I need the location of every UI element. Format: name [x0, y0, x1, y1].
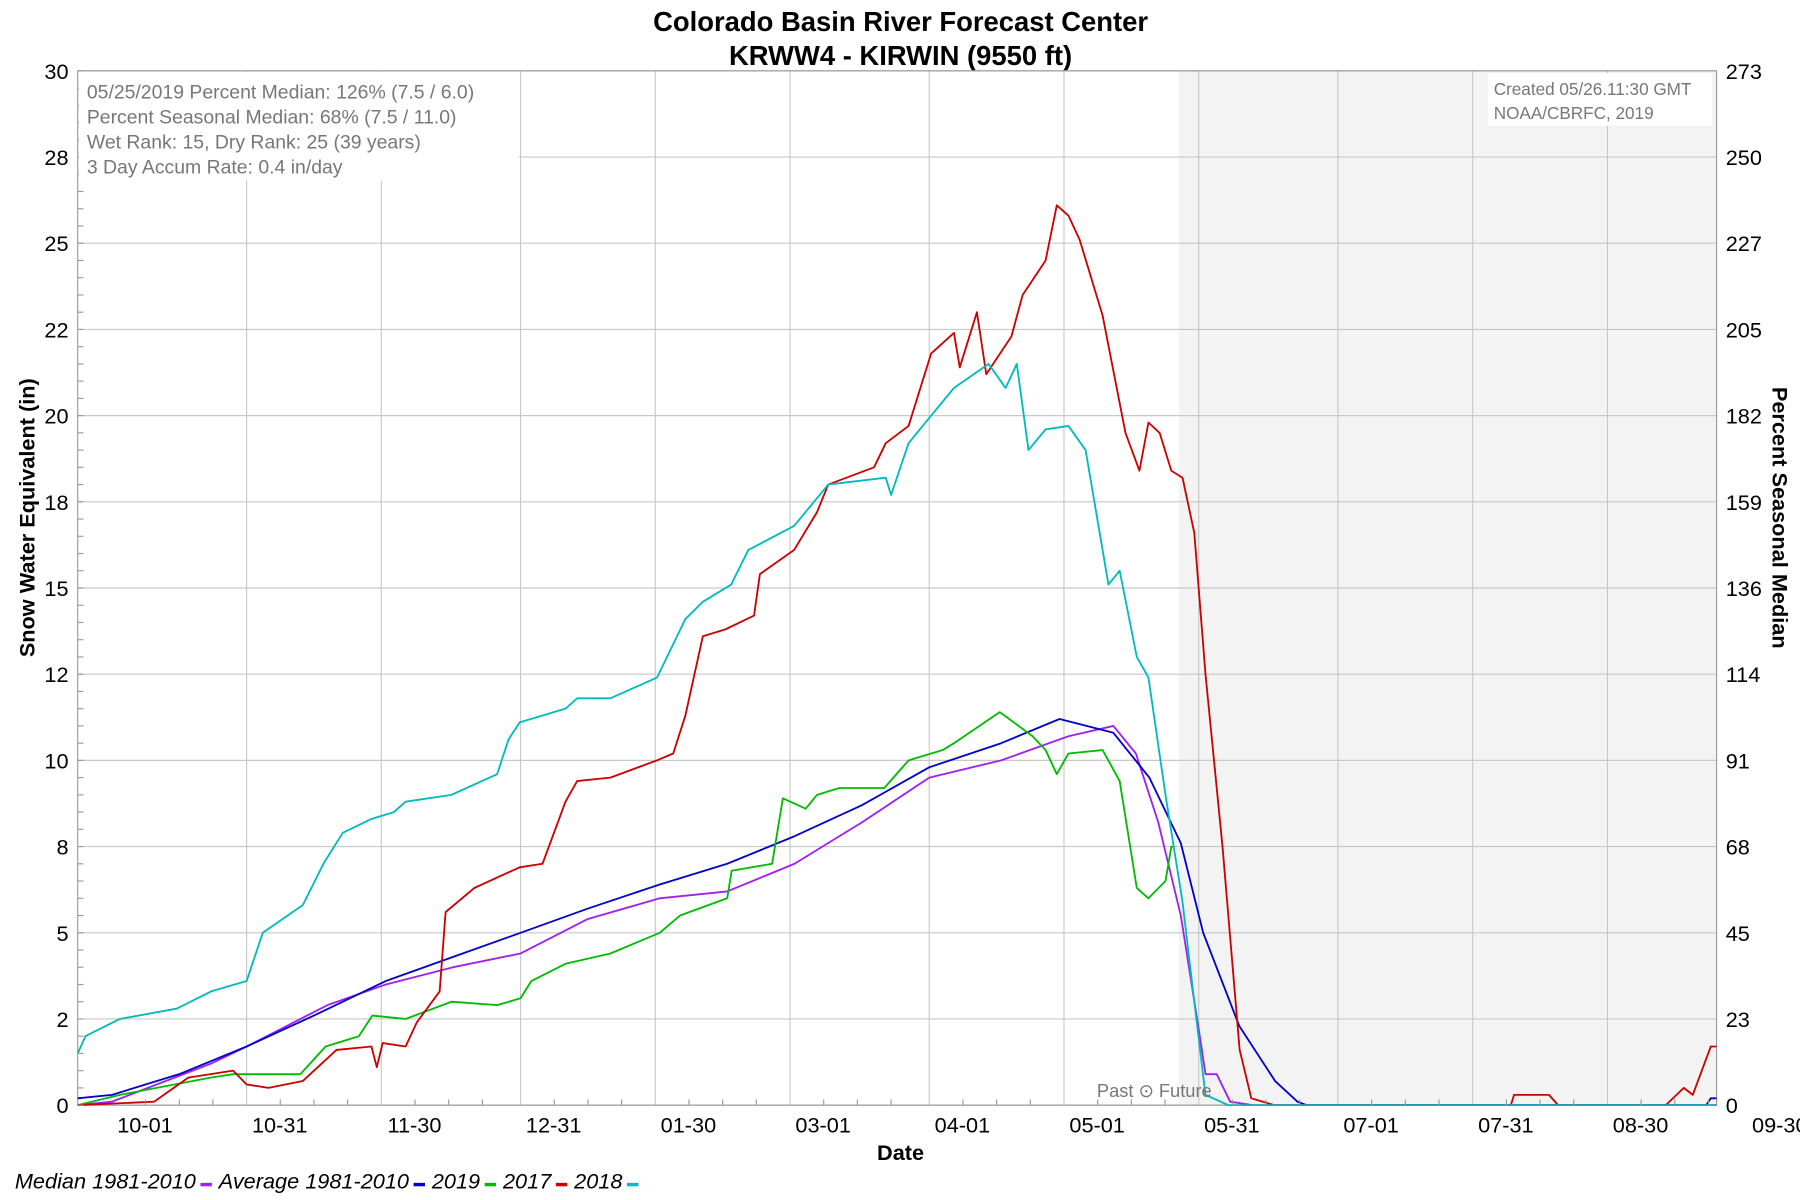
x-axis-label: Date [877, 1140, 924, 1165]
y-tick-label: 22 [44, 317, 68, 342]
x-tick-label: 12-31 [526, 1113, 582, 1138]
x-tick-label: 09-30 [1752, 1113, 1800, 1138]
x-tick-label: 05-01 [1069, 1113, 1125, 1138]
legend-swatch [484, 1182, 497, 1187]
info-box: 05/25/2019 Percent Median: 126% (7.5 / 6… [78, 72, 519, 181]
y-tick-label: 30 [44, 59, 68, 84]
info-line: Percent Seasonal Median: 68% (7.5 / 11.0… [87, 106, 457, 128]
credit-line: NOAA/CBRFC, 2019 [1494, 103, 1654, 123]
x-tick-label: 10-01 [117, 1113, 173, 1138]
x-tick-label: 10-31 [252, 1113, 308, 1138]
y-tick-label: 20 [44, 404, 68, 429]
x-tick-label: 05-31 [1204, 1113, 1260, 1138]
x-tick-label: 08-30 [1613, 1113, 1669, 1138]
y-tick-label: 5 [56, 921, 68, 946]
series-line-2017 [77, 204, 1717, 1107]
y2-tick-label: 205 [1726, 317, 1762, 342]
legend-swatch [413, 1182, 425, 1187]
x-tick-label: 03-01 [795, 1113, 851, 1138]
y2-tick-label: 114 [1726, 662, 1761, 687]
y2-tick-label: 182 [1726, 404, 1762, 429]
y-tick-label: 18 [44, 490, 68, 515]
x-tick-label: 07-01 [1343, 1113, 1399, 1138]
series-line-2018 [76, 362, 1717, 1107]
gridlines [77, 70, 1717, 1106]
y2-tick-label: 136 [1726, 576, 1762, 601]
y2-tick-label: 250 [1726, 145, 1762, 170]
chart-subtitle: KRWW4 - KIRWIN (9550 ft) [729, 40, 1072, 71]
y-axis-label: Snow Water Equivalent (in) [14, 378, 39, 657]
y-tick-label: 12 [44, 662, 68, 687]
y-tick-label: 2 [56, 1007, 68, 1032]
legend-label: Median 1981-2010 [15, 1169, 196, 1194]
series-line-median-1981-2010 [77, 725, 1717, 1107]
y2-tick-label: 0 [1726, 1093, 1738, 1118]
credit-line: Created 05/26.11:30 GMT [1494, 79, 1692, 99]
chart-title: Colorado Basin River Forecast Center [653, 6, 1148, 37]
x-tick-label: 07-31 [1478, 1113, 1534, 1138]
y-tick-label: 15 [44, 576, 68, 601]
info-line: 05/25/2019 Percent Median: 126% (7.5 / 6… [87, 81, 474, 103]
past-future-label: Past ⊙ Future [1097, 1080, 1212, 1101]
y-tick-label: 0 [56, 1093, 68, 1118]
info-line: 3 Day Accum Rate: 0.4 in/day [87, 157, 343, 179]
series-line-2019 [77, 711, 1175, 1107]
y2-tick-label: 68 [1726, 835, 1750, 860]
y-tick-label: 8 [56, 835, 68, 860]
legend-label: 2019 [431, 1169, 480, 1194]
legend-swatch [200, 1182, 212, 1187]
y2-tick-label: 23 [1726, 1007, 1750, 1032]
y2-tick-label: 91 [1726, 748, 1750, 773]
y-tick-label: 28 [44, 145, 68, 170]
x-tick-label: 04-01 [935, 1113, 991, 1138]
credit-box: Created 05/26.11:30 GMT NOAA/CBRFC, 2019 [1488, 73, 1712, 126]
y-tick-label: 25 [44, 231, 68, 256]
y2-tick-label: 227 [1726, 231, 1762, 256]
y2-tick-label: 45 [1726, 921, 1750, 946]
legend-label: 2017 [502, 1169, 552, 1194]
legend-label: Average 1981-2010 [217, 1169, 409, 1194]
legend-label: 2018 [573, 1169, 622, 1194]
y2-axis-label: Percent Seasonal Median [1768, 387, 1793, 649]
y2-tick-label: 159 [1726, 490, 1762, 515]
x-tick-label: 01-30 [661, 1113, 717, 1138]
info-line: Wet Rank: 15, Dry Rank: 25 (39 years) [87, 132, 421, 154]
x-tick-label: 11-30 [388, 1113, 442, 1138]
axes: 0 0 2 23 5 45 8 68 10 91 12 114 15 136 18 159 20 182 22 205… [44, 59, 1800, 1138]
legend: Median 1981-2010 Average 1981-2010 2019 201… [15, 1169, 639, 1194]
y-tick-label: 10 [44, 748, 68, 773]
y2-tick-label: 273 [1726, 59, 1762, 84]
series-line-average-1981-2010 [77, 718, 1717, 1107]
legend-swatch [626, 1182, 639, 1187]
legend-swatch [555, 1182, 568, 1187]
series-lines [76, 204, 1717, 1107]
